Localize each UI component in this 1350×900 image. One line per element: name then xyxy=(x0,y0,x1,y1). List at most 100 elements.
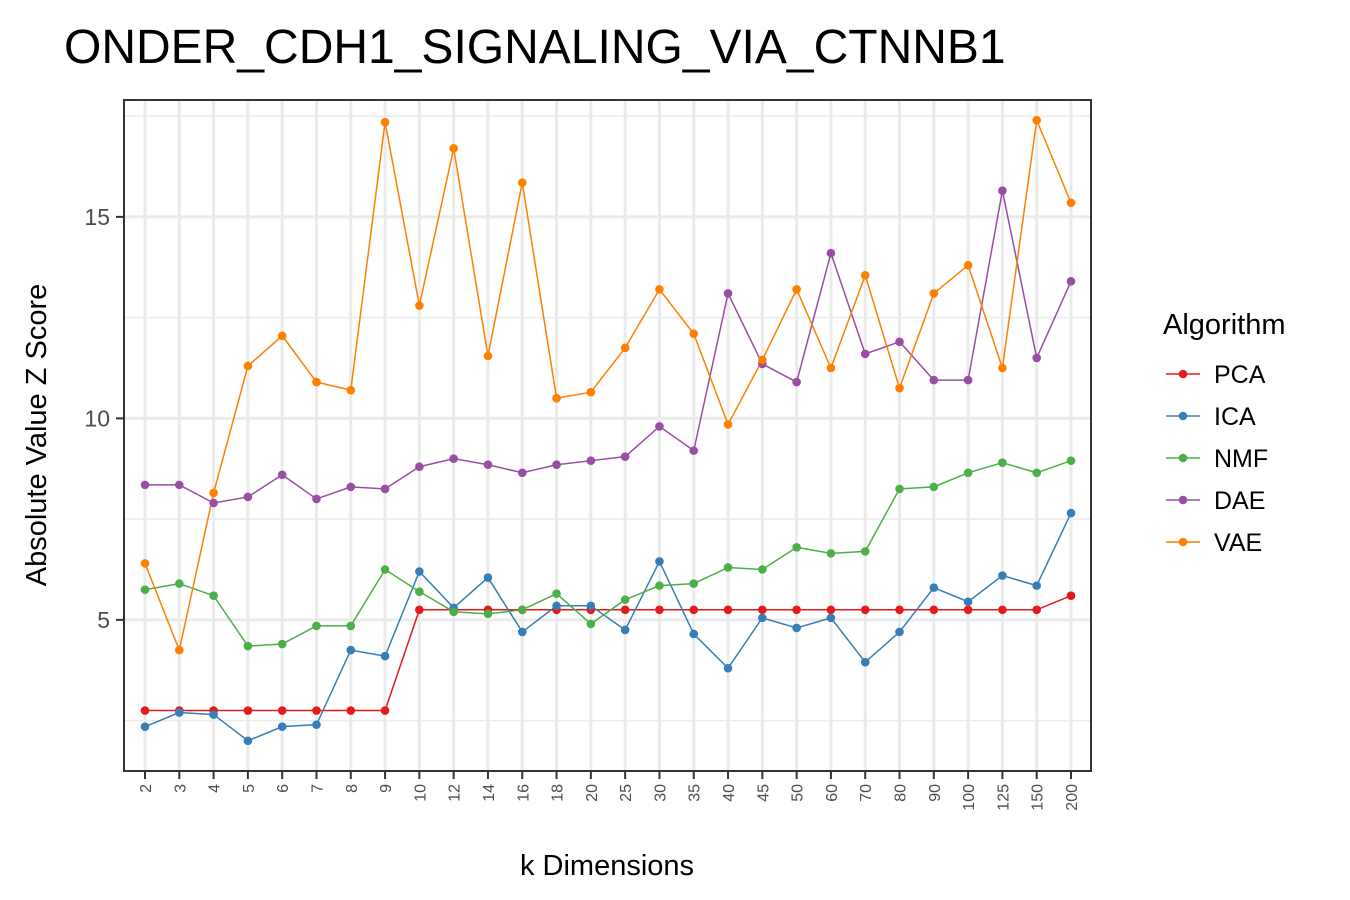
data-point-ica xyxy=(415,567,424,576)
data-point-dae xyxy=(895,337,904,347)
data-point-vae xyxy=(517,178,527,187)
data-point-ica xyxy=(174,708,184,717)
data-point-dae xyxy=(209,498,218,508)
x-axis: 2 3 4 5 6 7 8 9 10 12 14 16 18 20 25 30 35 40 45 50 60 70 80 90… xyxy=(138,771,1081,811)
x-tick-label: 20 xyxy=(584,784,601,802)
data-point-vae xyxy=(483,351,493,361)
legend-point-ica xyxy=(1178,411,1188,421)
x-tick-label: 200 xyxy=(1064,784,1081,811)
data-point-dae xyxy=(723,289,733,298)
x-tick-label: 125 xyxy=(995,784,1012,811)
data-point-pca xyxy=(655,605,664,615)
data-point-ica xyxy=(826,613,836,623)
data-point-dae xyxy=(860,349,870,359)
data-point-dae xyxy=(586,456,596,465)
data-point-dae xyxy=(380,484,390,494)
data-point-nmf xyxy=(140,585,150,594)
x-tick-label: 80 xyxy=(893,784,910,802)
data-point-ica xyxy=(998,571,1007,580)
data-point-dae xyxy=(174,480,184,490)
data-point-pca xyxy=(826,605,836,615)
data-point-pca xyxy=(860,605,870,615)
x-tick-label: 50 xyxy=(790,784,807,802)
y-axis: 5 10 15 xyxy=(84,204,124,633)
data-point-dae xyxy=(963,375,973,385)
data-point-vae xyxy=(895,383,904,393)
data-point-ica xyxy=(655,557,664,566)
data-point-nmf xyxy=(895,484,904,494)
data-point-vae xyxy=(277,331,287,341)
data-point-nmf xyxy=(483,609,493,619)
data-point-dae xyxy=(346,482,356,492)
data-point-nmf xyxy=(758,565,767,574)
data-point-nmf xyxy=(929,482,939,492)
data-point-pca xyxy=(895,605,904,615)
data-point-vae xyxy=(689,329,699,339)
data-point-dae xyxy=(483,460,493,470)
y-axis-title: Absolute Value Z Score xyxy=(21,284,53,587)
data-point-pca xyxy=(380,706,390,715)
legend-point-vae xyxy=(1178,537,1188,547)
data-point-nmf xyxy=(723,563,733,572)
data-point-dae xyxy=(1032,353,1042,363)
legend-title: Algorithm xyxy=(1163,309,1286,341)
data-point-nmf xyxy=(449,607,458,617)
data-point-ica xyxy=(209,710,218,719)
data-point-pca xyxy=(929,605,939,615)
data-point-vae xyxy=(174,645,184,655)
data-point-dae xyxy=(620,452,630,461)
x-tick-label: 14 xyxy=(481,784,498,802)
chart-title: ONDER_CDH1_SIGNALING_VIA_CTNNB1 xyxy=(64,21,1006,74)
x-tick-label: 2 xyxy=(138,784,155,793)
x-tick-label: 9 xyxy=(378,784,395,793)
x-tick-label: 35 xyxy=(687,784,704,802)
data-point-dae xyxy=(655,422,664,431)
data-point-vae xyxy=(929,289,939,298)
data-point-vae xyxy=(655,285,664,294)
data-point-pca xyxy=(689,605,699,615)
data-point-vae xyxy=(209,488,218,498)
data-point-nmf xyxy=(380,565,390,574)
legend-label-vae: VAE xyxy=(1214,529,1262,557)
data-point-nmf xyxy=(243,641,253,651)
data-point-dae xyxy=(792,377,801,387)
data-point-vae xyxy=(792,285,801,294)
legend-label-pca: PCA xyxy=(1214,361,1266,389)
data-point-pca xyxy=(140,706,150,715)
data-point-vae xyxy=(346,385,356,395)
data-point-ica xyxy=(1032,581,1042,590)
data-point-pca xyxy=(346,706,356,715)
plot-panel-border xyxy=(123,99,1092,772)
data-point-vae xyxy=(860,271,870,280)
x-tick-label: 100 xyxy=(961,784,978,811)
data-point-dae xyxy=(929,375,939,385)
series-lines xyxy=(144,117,1072,742)
data-point-nmf xyxy=(1032,468,1042,478)
data-point-ica xyxy=(860,657,870,667)
x-tick-label: 70 xyxy=(858,784,875,802)
data-point-ica xyxy=(723,663,733,673)
x-tick-label: 5 xyxy=(241,784,258,793)
data-point-nmf xyxy=(689,579,699,588)
data-point-nmf xyxy=(174,579,184,588)
data-point-nmf xyxy=(860,547,870,556)
series-line-ica xyxy=(144,512,1072,742)
data-point-vae xyxy=(312,377,321,387)
data-point-dae xyxy=(140,480,150,490)
y-tick-label: 15 xyxy=(84,204,110,230)
data-point-nmf xyxy=(620,595,630,605)
plot-background xyxy=(124,100,1091,771)
data-point-vae xyxy=(758,355,767,365)
x-tick-label: 6 xyxy=(275,784,292,793)
data-point-nmf xyxy=(346,621,356,631)
data-point-nmf xyxy=(209,591,218,600)
data-point-ica xyxy=(792,623,801,633)
x-tick-label: 150 xyxy=(1030,784,1047,811)
legend: Algorithm PCA ICA NMF DAE VAE xyxy=(1163,309,1286,557)
data-point-pca xyxy=(792,605,801,615)
data-point-vae xyxy=(963,260,973,270)
data-point-nmf xyxy=(826,549,836,558)
data-point-pca xyxy=(620,605,630,615)
legend-label-dae: DAE xyxy=(1214,487,1265,515)
data-point-pca xyxy=(723,605,733,615)
